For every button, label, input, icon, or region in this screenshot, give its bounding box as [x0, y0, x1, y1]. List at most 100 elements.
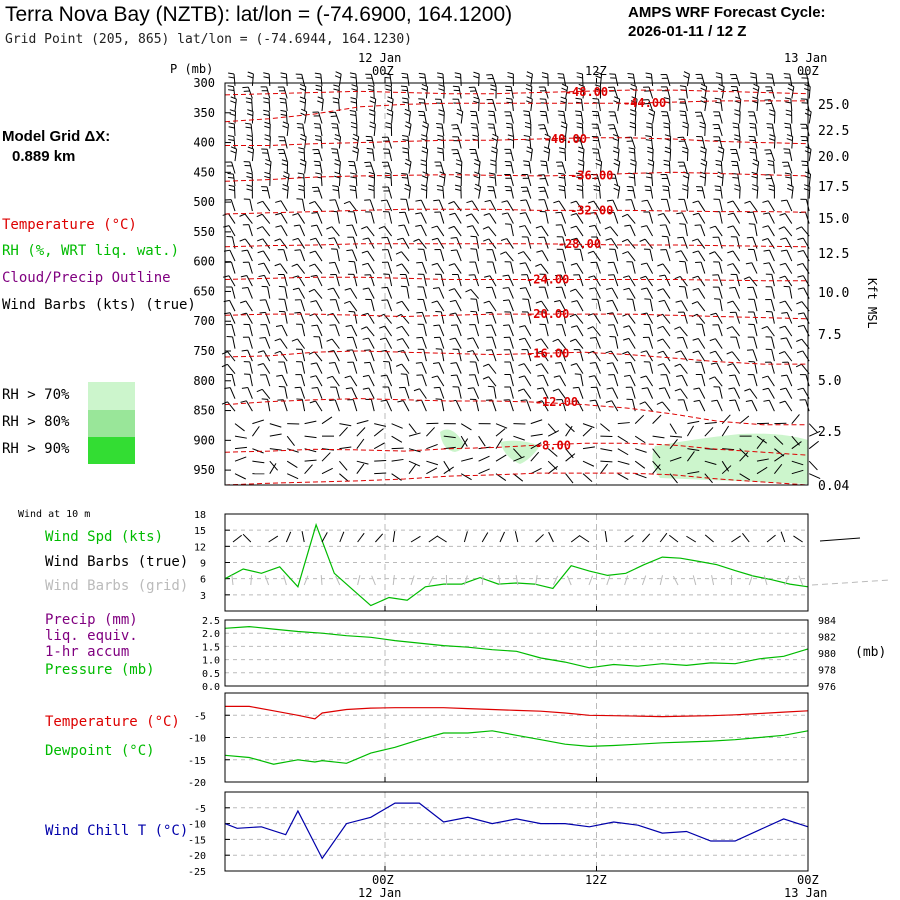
wind-barb-feather: [524, 125, 531, 129]
wind-barb-shaft: [508, 299, 514, 312]
wind-barb-feather: [709, 338, 716, 342]
wind-barb-shaft: [784, 400, 793, 412]
wind-barb-shaft: [547, 136, 551, 149]
wind-barb-shaft: [721, 149, 725, 162]
wind-barb-shaft: [386, 400, 393, 412]
wind-barb-shaft: [697, 275, 706, 287]
wind-barb-shaft: [443, 174, 446, 187]
wind-barb-feather: [433, 362, 440, 365]
wind-barb: [600, 448, 613, 452]
wind-barb-shaft: [582, 460, 595, 467]
wind-barb: [356, 419, 369, 425]
wind-barb-shaft: [527, 236, 532, 249]
wind-barb-shaft: [318, 111, 323, 124]
wind-barb-shaft: [700, 224, 706, 237]
wind-barb-feather: [561, 87, 568, 92]
wind-barb: [495, 423, 508, 429]
wind-barb-shaft: [334, 362, 340, 374]
wind-barb: [417, 286, 427, 299]
wind-barb: [383, 273, 393, 287]
wind-barb: [433, 362, 445, 374]
wind-barb-feather: [612, 138, 619, 142]
wind-barb: [221, 401, 236, 412]
wind-barb: [730, 149, 741, 162]
wind-barb: [519, 325, 532, 337]
wind-barb-shaft: [407, 149, 410, 162]
wind-barb-shaft: [749, 200, 758, 212]
wind-barb: [503, 399, 514, 412]
wind-barb-feather: [367, 84, 374, 87]
wind-barb: [524, 121, 532, 137]
wind-barb: [482, 376, 497, 387]
wind-barb: [449, 299, 462, 312]
wind-barb-shaft: [425, 174, 429, 187]
wind-barb: [588, 375, 601, 387]
wind-barb-shaft: [581, 123, 584, 137]
wind-barb-feather: [264, 171, 271, 175]
wind-barb: [451, 149, 462, 162]
wind-barb-shaft: [613, 374, 619, 387]
wind-barb: [239, 238, 253, 249]
wind-barb: [369, 96, 377, 112]
wind-barb-shaft: [685, 86, 688, 99]
wind-barb: [484, 275, 497, 287]
wind-barb: [669, 423, 677, 435]
wind-barb-shaft: [808, 473, 821, 480]
wind-barb: [449, 212, 462, 224]
wind-barb-shaft: [561, 324, 567, 337]
wind-barb: [362, 287, 375, 299]
wind-barb: [313, 123, 323, 137]
wind-barb-shaft: [387, 261, 393, 274]
wind-barb: [478, 455, 490, 462]
wind-barb-feather: [779, 400, 786, 404]
wind-barb-shaft: [249, 161, 253, 174]
wind-barb: [575, 110, 584, 124]
wind-barb-shaft: [697, 350, 706, 362]
wind-barb: [286, 435, 295, 446]
wind-barb: [730, 74, 741, 87]
wind-barb: [675, 300, 688, 312]
wind-barb: [539, 273, 549, 287]
wind-barb: [517, 388, 532, 399]
rh-area: [500, 440, 540, 464]
wind-barb-shaft: [734, 399, 741, 412]
wind-barb-feather: [308, 288, 315, 293]
wind-barb: [279, 97, 288, 112]
pressure-tick-label: 976: [818, 682, 836, 693]
wind-barb-shaft: [749, 276, 758, 287]
wind-barb: [466, 350, 480, 362]
wind-barb-shaft: [425, 149, 429, 162]
top-tick-00z: 00Z: [372, 64, 394, 78]
wind-barb: [547, 465, 558, 475]
wind-barb: [520, 199, 532, 212]
wind-barb: [312, 111, 323, 124]
wind-barb-shaft: [456, 324, 462, 337]
wind-barb-feather: [367, 88, 374, 91]
wind-barb-feather: [571, 300, 578, 303]
wind-barb-shaft: [540, 338, 549, 349]
wind-barb-shaft: [582, 86, 585, 99]
wind-barb-feather: [622, 351, 629, 355]
wind-barb-feather: [692, 287, 699, 291]
wind-barb-feather: [422, 171, 429, 175]
wind-barb-shaft: [753, 336, 758, 349]
wind-barb: [243, 161, 253, 174]
wind-barb-shaft: [286, 435, 295, 446]
wind-barb-feather: [717, 150, 724, 154]
wind-barb-shaft: [808, 186, 811, 199]
wind-barb: [413, 388, 427, 399]
wind-barb: [634, 414, 645, 425]
wind-barb-shaft: [229, 249, 236, 262]
wind-barb: [657, 363, 671, 374]
wind-barb-shaft: [652, 149, 654, 162]
wind-barb-shaft: [732, 225, 741, 237]
wind-barb-shaft: [247, 249, 253, 262]
wind-barb: [710, 362, 723, 374]
wind-barb: [519, 225, 532, 237]
wind-barb-feather: [351, 84, 358, 87]
wind-barb-shaft: [700, 262, 706, 274]
wind-barb-shaft: [634, 149, 636, 162]
wind-barb: [595, 158, 603, 174]
wind-barb: [762, 238, 775, 249]
wind-barb-feather: [350, 121, 357, 125]
